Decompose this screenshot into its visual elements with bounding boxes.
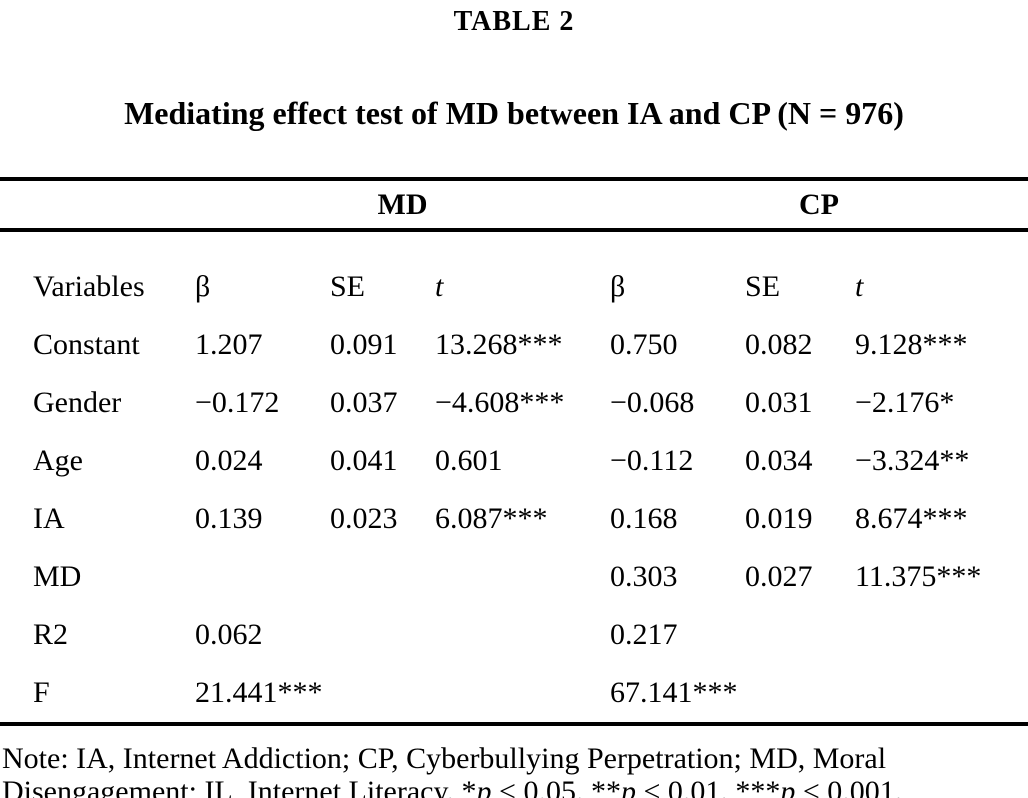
group-header-md: MD — [195, 179, 611, 232]
cell-t-md: 0.601 — [435, 444, 503, 477]
cell-se-md: 0.037 — [330, 386, 398, 419]
cell-t-cp: 9.128*** — [855, 328, 968, 361]
cell-t-md: −4.608*** — [435, 386, 565, 419]
cell-t-md: 13.268*** — [435, 328, 563, 361]
cell-se-cp: 0.082 — [745, 328, 813, 361]
cell-t-md — [435, 548, 610, 606]
note-segment-p: p — [780, 775, 796, 798]
cell-beta-cp: 0.750 — [610, 328, 678, 361]
cell-beta-md: −0.172 — [195, 386, 280, 419]
cell-beta-md: 21.441*** — [195, 676, 323, 709]
cell-se-cp — [745, 664, 855, 724]
column-header-row: Variables β SE t β SE t — [0, 230, 1028, 316]
cell-t-cp: 8.674*** — [855, 502, 968, 535]
column-header-t-cp: t — [855, 270, 864, 303]
cell-se-cp: 0.027 — [745, 560, 813, 593]
cell-se-cp: 0.034 — [745, 444, 813, 477]
cell-beta-md: 1.207 — [195, 328, 263, 361]
cell-se-cp — [745, 606, 855, 664]
table-row-age: Age 0.024 0.041 0.601 −0.112 0.034 −3.32… — [0, 432, 1028, 490]
row-label: Constant — [33, 328, 140, 361]
cell-t-cp: −3.324** — [855, 444, 970, 477]
cell-beta-cp: 0.303 — [610, 560, 678, 593]
cell-t-cp: −2.176* — [855, 386, 955, 419]
cell-beta-md: 0.139 — [195, 502, 263, 535]
cell-beta-md: 0.062 — [195, 618, 263, 651]
row-label: F — [33, 676, 50, 709]
table-header: MD CP Variables β SE t β SE t — [0, 179, 1028, 316]
table-number-title: TABLE 2 — [453, 6, 575, 37]
table-row-ia: IA 0.139 0.023 6.087*** 0.168 0.019 8.67… — [0, 490, 1028, 548]
cell-beta-cp: 67.141*** — [610, 676, 738, 709]
column-header-se-cp: SE — [745, 270, 781, 303]
cell-se-md: 0.041 — [330, 444, 398, 477]
cell-se-md — [330, 606, 435, 664]
group-header-cp: CP — [610, 179, 1028, 232]
cell-beta-cp: −0.068 — [610, 386, 695, 419]
cell-t-cp — [855, 606, 1028, 664]
cell-beta-md — [195, 548, 330, 606]
cell-se-md: 0.023 — [330, 502, 398, 535]
table-row-gender: Gender −0.172 0.037 −4.608*** −0.068 0.0… — [0, 374, 1028, 432]
cell-se-md — [330, 664, 435, 724]
note-line-2: Disengagement; IL, Internet Literacy. *p… — [2, 775, 1028, 798]
note-line-1: Note: IA, Internet Addiction; CP, Cyberb… — [2, 742, 887, 775]
row-label: IA — [33, 502, 65, 535]
row-label: MD — [33, 560, 82, 593]
row-label: R2 — [33, 618, 69, 651]
column-header-variables: Variables — [33, 270, 145, 303]
column-header-beta-cp: β — [610, 270, 626, 303]
table-row-constant: Constant 1.207 0.091 13.268*** 0.750 0.0… — [0, 316, 1028, 374]
cell-beta-cp: 0.168 — [610, 502, 678, 535]
table-row-md: MD 0.303 0.027 11.375*** — [0, 548, 1028, 606]
cell-t-md — [435, 664, 610, 724]
row-label: Gender — [33, 386, 122, 419]
note-segment: Disengagement; IL, Internet Literacy. * — [2, 775, 477, 798]
cell-t-cp — [855, 664, 1028, 724]
note-segment: < 0.05. ** — [491, 775, 621, 798]
group-header-row: MD CP — [0, 179, 1028, 232]
cell-beta-md: 0.024 — [195, 444, 263, 477]
row-label: Age — [33, 444, 83, 477]
note-segment-p: p — [620, 775, 636, 798]
table-row-r2: R2 0.062 0.217 — [0, 606, 1028, 664]
cell-se-cp: 0.019 — [745, 502, 813, 535]
table-row-f: F 21.441*** 67.141*** — [0, 664, 1028, 724]
note-segment: < 0.001. — [795, 775, 903, 798]
group-header-empty — [0, 179, 195, 232]
note-segment-p: p — [476, 775, 492, 798]
cell-t-cp: 11.375*** — [855, 560, 982, 593]
table-body: Constant 1.207 0.091 13.268*** 0.750 0.0… — [0, 316, 1028, 724]
note-segment: < 0.01. *** — [635, 775, 781, 798]
cell-beta-cp: 0.217 — [610, 618, 678, 651]
cell-se-md — [330, 548, 435, 606]
column-header-beta-md: β — [195, 270, 211, 303]
column-header-se-md: SE — [330, 270, 366, 303]
table-note: Note: IA, Internet Addiction; CP, Cyberb… — [0, 742, 1028, 798]
cell-se-md: 0.091 — [330, 328, 398, 361]
cell-t-md — [435, 606, 610, 664]
cell-t-md: 6.087*** — [435, 502, 548, 535]
table-caption: Mediating effect test of MD between IA a… — [124, 95, 904, 131]
cell-se-cp: 0.031 — [745, 386, 813, 419]
cell-beta-cp: −0.112 — [610, 444, 694, 477]
statistics-table: MD CP Variables β SE t β SE t Constant 1… — [0, 177, 1028, 726]
column-header-t-md: t — [435, 270, 444, 303]
